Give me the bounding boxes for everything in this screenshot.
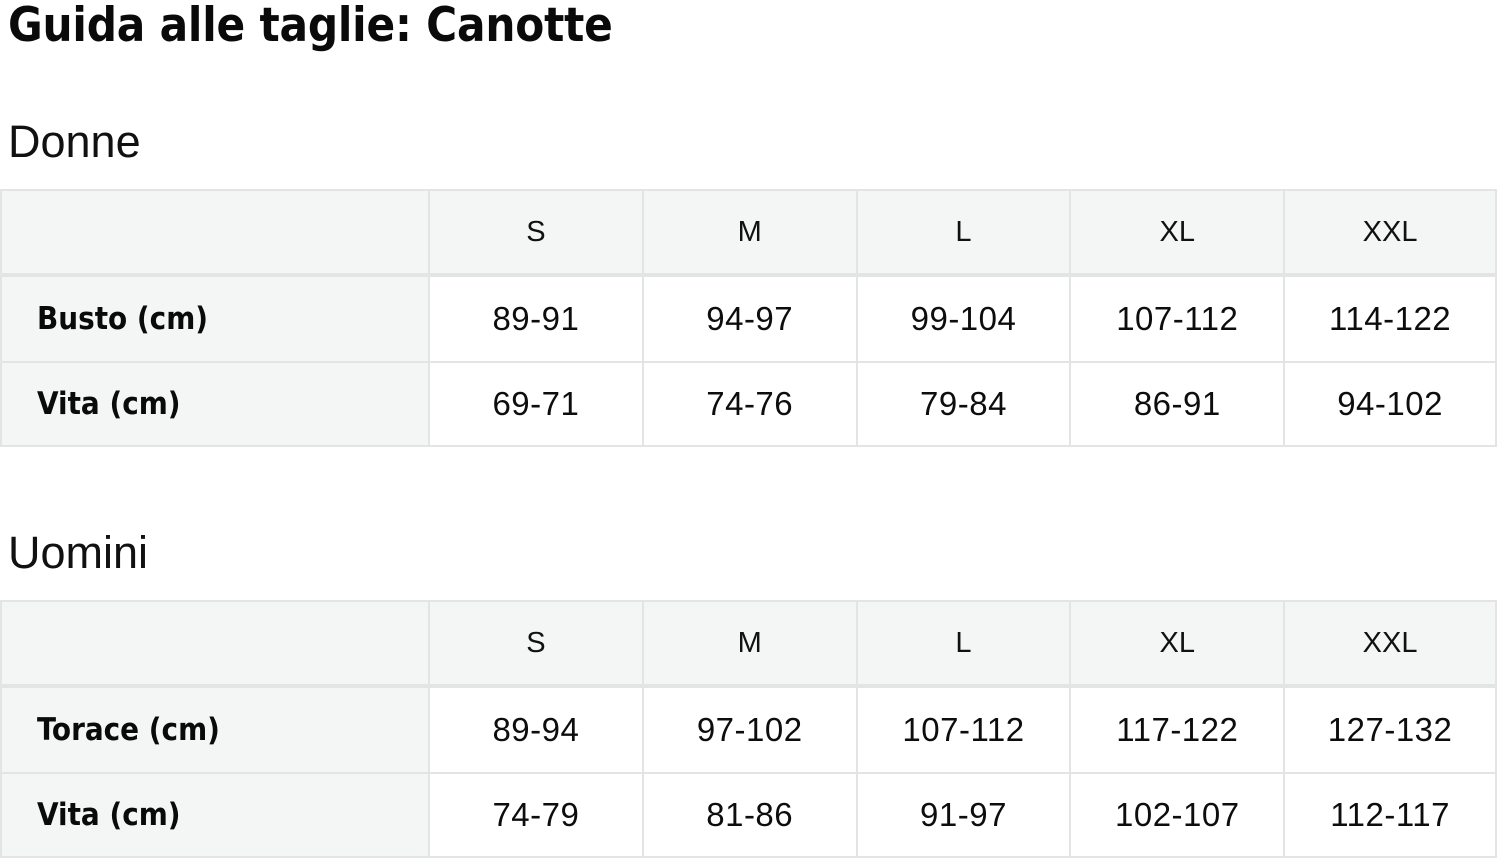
cell-busto-m: 94-97 [641,275,856,361]
row-label-busto: Busto (cm) [0,275,428,361]
column-header-l: L [855,600,1070,686]
row-label-vita-donne: Vita (cm) [0,361,428,447]
cell-torace-xl: 117-122 [1069,686,1284,772]
column-header-m: M [641,600,856,686]
cell-busto-xxl: 114-122 [1283,275,1497,361]
table-header-row: S M L XL XXL [0,600,1497,686]
cell-vita-donne-m: 74-76 [641,361,856,447]
section-heading-women: Donne [8,116,141,167]
cell-vita-donne-s: 69-71 [428,361,642,447]
cell-vita-donne-l: 79-84 [855,361,1070,447]
column-header-xl: XL [1069,189,1284,275]
table-header-row: S M L XL XXL [0,189,1497,275]
row-label-vita-uomini: Vita (cm) [0,772,428,858]
table-row: Vita (cm) 69-71 74-76 79-84 86-91 94-102 [0,361,1497,447]
table-corner-cell [0,600,428,686]
column-header-s: S [428,189,642,275]
cell-torace-s: 89-94 [428,686,642,772]
cell-torace-m: 97-102 [641,686,856,772]
table-row: Torace (cm) 89-94 97-102 107-112 117-122… [0,686,1497,772]
table-header-women: S M L XL XXL [0,189,1497,275]
section-heading-men: Uomini [8,527,149,578]
column-header-xxl: XXL [1283,600,1497,686]
column-header-xxl: XXL [1283,189,1497,275]
cell-busto-s: 89-91 [428,275,642,361]
size-table-women: S M L XL XXL Busto (cm) 89-91 94-97 99-1… [0,189,1497,447]
row-label-torace: Torace (cm) [0,686,428,772]
cell-torace-xxl: 127-132 [1283,686,1497,772]
column-header-xl: XL [1069,600,1284,686]
column-header-l: L [855,189,1070,275]
cell-vita-uomini-l: 91-97 [855,772,1070,858]
cell-vita-uomini-xxl: 112-117 [1283,772,1497,858]
table-row: Busto (cm) 89-91 94-97 99-104 107-112 11… [0,275,1497,361]
table-row: Vita (cm) 74-79 81-86 91-97 102-107 112-… [0,772,1497,858]
table-body-women: Busto (cm) 89-91 94-97 99-104 107-112 11… [0,275,1497,447]
table-corner-cell [0,189,428,275]
cell-vita-donne-xl: 86-91 [1069,361,1284,447]
cell-vita-donne-xxl: 94-102 [1283,361,1497,447]
cell-torace-l: 107-112 [855,686,1070,772]
cell-busto-xl: 107-112 [1069,275,1284,361]
column-header-s: S [428,600,642,686]
cell-vita-uomini-s: 74-79 [428,772,642,858]
table-header-men: S M L XL XXL [0,600,1497,686]
table-body-men: Torace (cm) 89-94 97-102 107-112 117-122… [0,686,1497,858]
column-header-m: M [641,189,856,275]
cell-vita-uomini-xl: 102-107 [1069,772,1284,858]
cell-busto-l: 99-104 [855,275,1070,361]
cell-vita-uomini-m: 81-86 [641,772,856,858]
page-title: Guida alle taglie: Canotte [8,0,613,53]
size-table-men: S M L XL XXL Torace (cm) 89-94 97-102 10… [0,600,1497,858]
